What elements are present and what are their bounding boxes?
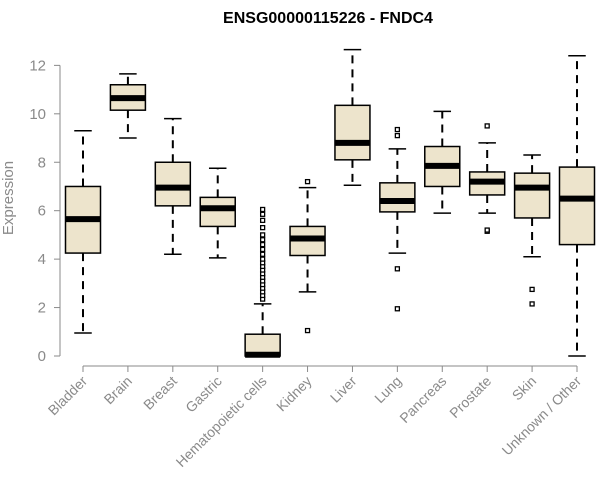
box-group	[289, 178, 326, 334]
outlier-point	[259, 211, 266, 217]
outlier-point	[259, 246, 266, 253]
x-tick-label: Kidney	[273, 373, 315, 415]
outlier-point	[259, 241, 266, 248]
chart-title: ENSG00000115226 - FNDC4	[223, 10, 433, 27]
x-tick-label: Brain	[101, 373, 135, 407]
box-group	[334, 48, 371, 187]
y-tick-label: 2	[38, 300, 46, 317]
x-tick-label: Skin	[509, 373, 540, 404]
iqr-box	[513, 172, 551, 219]
x-tick-label: Liver	[327, 373, 360, 406]
outlier-point	[304, 178, 311, 185]
plot-area	[64, 48, 596, 358]
outlier-point	[529, 286, 535, 293]
y-tick-label: 8	[38, 154, 46, 171]
iqr-box	[199, 196, 236, 228]
x-tick-label: Bladder	[45, 373, 91, 419]
x-tick-label: Gastric	[182, 373, 225, 416]
outlier-point	[304, 327, 311, 334]
y-tick-label: 0	[38, 348, 46, 365]
x-tick-label: Unknown / Other	[499, 373, 585, 459]
x-tick-label: Breast	[140, 373, 180, 413]
box-group	[468, 123, 506, 234]
box-group	[558, 54, 596, 357]
box-group	[199, 167, 236, 259]
outlier-point	[259, 256, 266, 262]
outlier-point	[484, 123, 490, 129]
iqr-box	[558, 166, 596, 246]
box-group	[513, 154, 551, 307]
y-tick-label: 10	[29, 106, 46, 123]
y-axis-label: Expression	[0, 161, 17, 235]
outlier-point	[259, 206, 266, 213]
box-group	[244, 206, 281, 358]
y-tick-label: 4	[38, 251, 46, 268]
box-group	[424, 110, 461, 214]
box-group	[154, 117, 192, 256]
outlier-point	[394, 266, 401, 272]
box-group	[379, 126, 416, 312]
outlier-point	[529, 301, 535, 307]
outlier-point	[259, 217, 266, 224]
outlier-point	[259, 237, 266, 243]
iqr-box	[154, 161, 192, 207]
box-group	[64, 130, 102, 334]
outlier-point	[259, 232, 266, 238]
axes: 0 2 4 6 8 10 12	[29, 57, 578, 372]
outlier-point	[259, 224, 266, 231]
x-tick-label: Prostate	[446, 373, 494, 421]
outlier-point	[394, 132, 401, 139]
x-tick-label: Pancreas	[396, 373, 449, 426]
y-tick-label: 6	[38, 203, 46, 220]
box-group	[109, 73, 147, 139]
iqr-box	[334, 104, 371, 161]
outlier-point	[484, 227, 490, 233]
outlier-point	[394, 306, 401, 312]
y-tick-label: 12	[29, 57, 46, 74]
iqr-box	[379, 182, 416, 213]
x-tick-label: Lung	[371, 373, 404, 406]
outlier-point	[394, 126, 401, 133]
outlier-point	[259, 251, 266, 257]
